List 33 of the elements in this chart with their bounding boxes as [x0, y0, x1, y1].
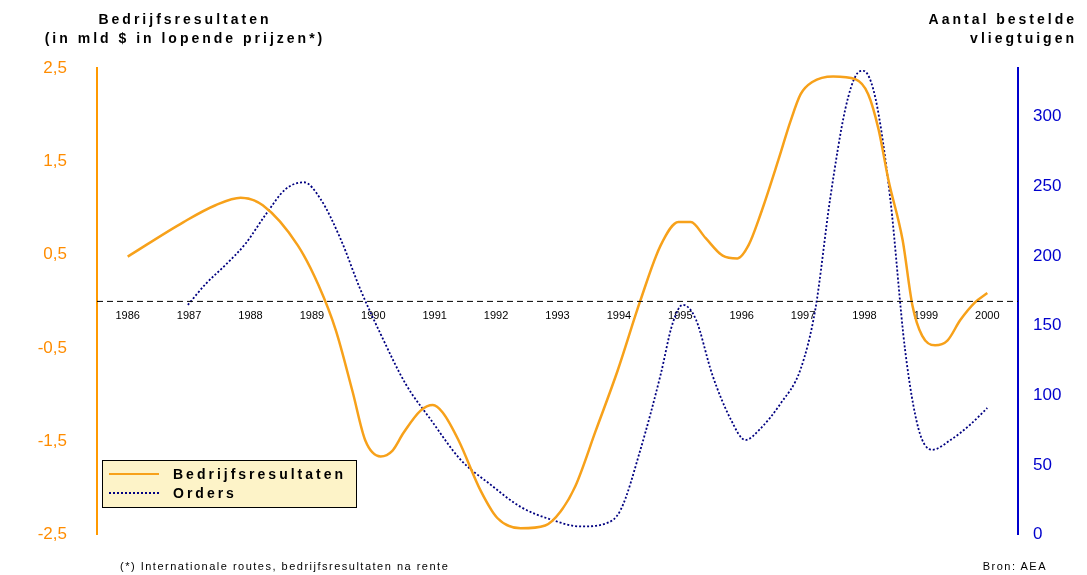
y2-tick-label: 50: [1033, 454, 1052, 474]
x-tick-label: 2000: [975, 309, 1000, 322]
x-tick-label: 1990: [361, 309, 386, 322]
x-tick-label: 1994: [606, 309, 632, 322]
x-tick-label: 1987: [176, 309, 202, 322]
y2-tick-label: 200: [1033, 245, 1062, 265]
legend-label: Bedrijfsresultaten: [173, 466, 347, 483]
y-tick-label: -1,5: [37, 431, 67, 451]
y2-tick-label: 150: [1033, 315, 1062, 335]
text: Bron: AEA: [982, 560, 1047, 572]
y2-tick-label: 100: [1033, 385, 1062, 405]
y2-axis-title: Aantal bestelde vliegtuigen: [927, 10, 1077, 48]
legend-label: Orders: [173, 485, 237, 502]
x-tick-label: 1991: [422, 309, 447, 322]
y-tick-label: 2,5: [43, 57, 67, 77]
y-tick-label: 0,5: [43, 244, 67, 264]
y2-tick-label: 0: [1033, 524, 1043, 544]
x-tick-label: 1996: [729, 309, 754, 322]
x-tick-label: 1997: [790, 309, 816, 322]
x-tick-label: 1993: [545, 309, 570, 322]
y2-tick-label: 300: [1033, 106, 1062, 126]
x-tick-label: 1989: [299, 309, 325, 322]
x-tick-label: 1995: [668, 309, 693, 322]
y-tick-label: -2,5: [37, 524, 67, 544]
y-tick-label: 1,5: [43, 151, 67, 171]
x-tick-label: 1998: [852, 309, 877, 322]
x-tick-label: 1986: [115, 309, 140, 322]
y-axis-title: Bedrijfsresultaten (in mld $ in lopende prijzen*): [43, 10, 327, 48]
y-tick-label: -0,5: [37, 337, 67, 357]
y2-tick-label: 250: [1033, 176, 1062, 196]
text: (*) Internationale routes, bedrijfsresultaten na rente: [120, 560, 450, 572]
x-tick-label: 1988: [238, 309, 263, 322]
x-tick-label: 1992: [483, 309, 509, 322]
